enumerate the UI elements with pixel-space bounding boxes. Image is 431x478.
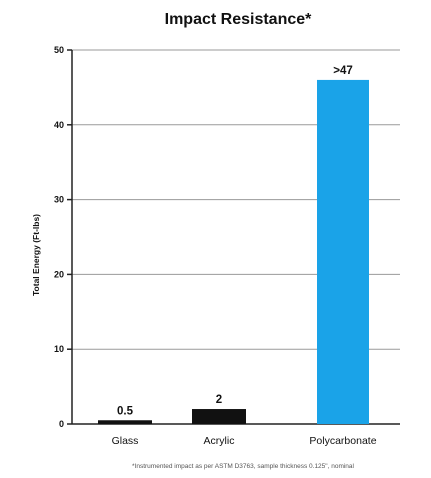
chart-title: Impact Resistance*: [165, 11, 313, 28]
data-label: 0.5: [117, 405, 134, 417]
x-tick-label: Acrylic: [204, 435, 235, 447]
bars: [98, 79, 369, 425]
y-tick-label: 40: [54, 120, 64, 130]
y-tick-label: 10: [54, 344, 64, 354]
y-ticks: 0 10 20 30 40 50: [54, 45, 72, 429]
x-tick-label: Glass: [112, 435, 139, 447]
bar-acrylic: [192, 409, 246, 424]
y-tick-label: 50: [54, 45, 64, 55]
footnote: *Instrumented impact as per ASTM D3763, …: [132, 463, 355, 470]
bar-glass: [98, 420, 152, 424]
x-tick-label: Polycarbonate: [309, 435, 376, 447]
y-tick-label: 0: [59, 419, 64, 429]
y-axis-label: Total Energy (Ft-lbs): [31, 214, 41, 296]
category-labels: Glass Acrylic Polycarbonate: [112, 435, 377, 447]
data-label: 2: [216, 394, 222, 406]
data-label: >47: [333, 65, 353, 77]
y-tick-label: 30: [54, 195, 64, 205]
data-labels: 0.5 2 >47: [117, 65, 353, 417]
y-tick-label: 20: [54, 269, 64, 279]
bar-polycarbonate: [317, 79, 369, 425]
